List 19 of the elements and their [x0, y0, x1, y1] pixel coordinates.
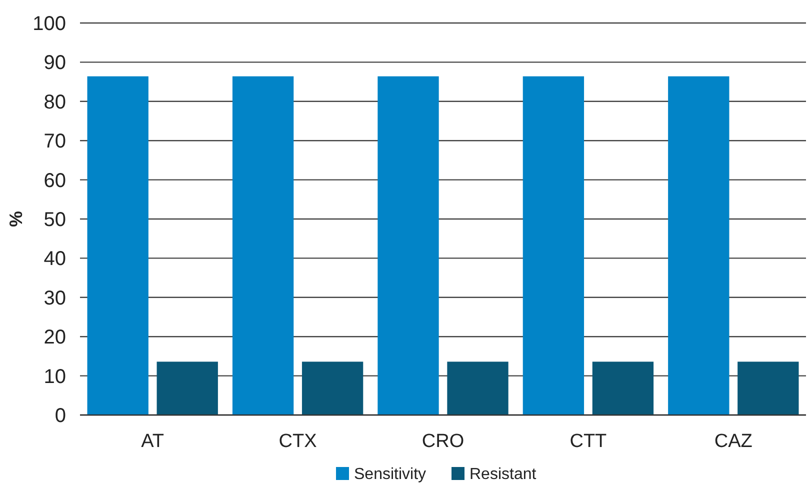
y-tick-label: 10: [44, 366, 66, 388]
y-tick-label: 80: [44, 91, 66, 114]
y-tick-label: 70: [44, 130, 66, 153]
legend-label: Resistant: [470, 466, 537, 483]
x-tick-label: AT: [141, 431, 164, 452]
y-tick-label: 40: [44, 248, 66, 270]
y-tick-label: 60: [44, 170, 66, 192]
y-tick-label: 100: [32, 13, 66, 35]
x-tick-label: CAZ: [714, 431, 753, 452]
y-tick-label: 50: [44, 209, 66, 231]
x-tick-label: CTT: [570, 431, 608, 452]
x-tick-label: CTX: [278, 431, 318, 452]
x-tick-label: CRO: [422, 431, 464, 452]
y-tick-label: 90: [44, 52, 66, 74]
y-tick-label: 30: [44, 287, 66, 310]
y-axis-title: %: [6, 210, 26, 228]
y-tick-label: 20: [44, 326, 66, 349]
legend-label: Sensitivity: [354, 466, 426, 483]
y-tick-label: 0: [54, 405, 66, 427]
